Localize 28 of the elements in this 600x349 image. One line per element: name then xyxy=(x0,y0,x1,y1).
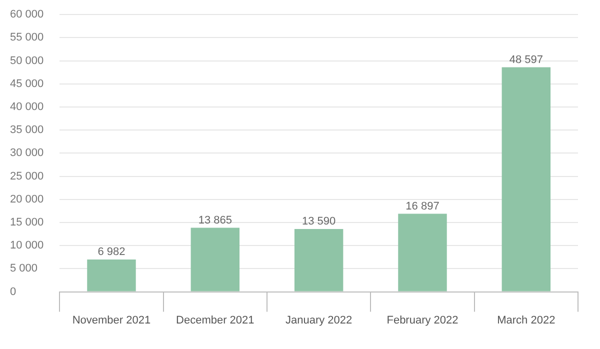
y-tick-label: 5 000 xyxy=(10,262,38,275)
x-tick-label: November 2021 xyxy=(72,314,151,326)
data-label: 13 865 xyxy=(198,214,232,226)
y-tick-label: 20 000 xyxy=(10,193,44,206)
data-label: 16 897 xyxy=(406,200,440,212)
y-tick-label: 0 xyxy=(10,286,16,298)
y-tick-label: 35 000 xyxy=(10,124,44,136)
bar xyxy=(87,260,136,292)
x-tick-label: February 2022 xyxy=(386,314,458,326)
y-tick-label: 30 000 xyxy=(10,147,44,160)
bar xyxy=(502,67,551,292)
bar xyxy=(294,229,344,292)
y-tick-label: 55 000 xyxy=(10,32,44,44)
y-tick-label: 40 000 xyxy=(10,101,44,114)
x-tick-label: March 2022 xyxy=(497,314,556,326)
y-tick-label: 50 000 xyxy=(10,54,44,67)
bar xyxy=(190,228,240,292)
y-tick-label: 25 000 xyxy=(10,170,44,182)
y-tick-label: 45 000 xyxy=(10,78,44,90)
x-tick-label: January 2022 xyxy=(285,314,352,326)
data-label: 13 590 xyxy=(302,216,336,228)
data-label: 6 982 xyxy=(98,246,126,258)
y-tick-label: 60 000 xyxy=(10,8,44,21)
bar xyxy=(398,214,447,292)
data-label: 48 597 xyxy=(509,54,543,66)
y-tick-label: 10 000 xyxy=(10,240,44,252)
x-tick-label: December 2021 xyxy=(176,314,254,326)
y-tick-label: 15 000 xyxy=(10,216,44,229)
